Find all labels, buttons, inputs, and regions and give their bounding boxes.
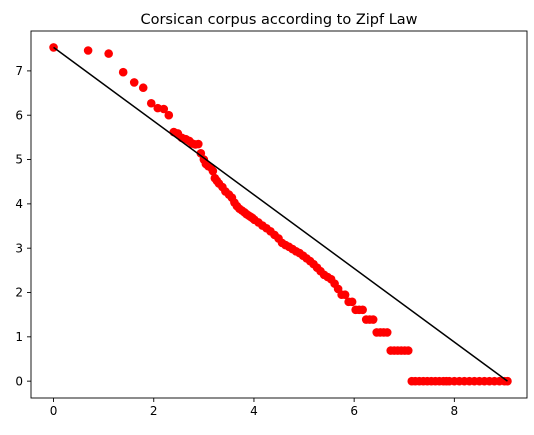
data-point xyxy=(403,346,413,355)
data-point xyxy=(159,104,169,114)
data-point xyxy=(104,49,113,58)
data-point xyxy=(368,315,378,324)
y-tick-label: 1 xyxy=(15,330,23,344)
fit-line-layer xyxy=(53,46,508,382)
x-tick-label: 2 xyxy=(150,404,158,418)
data-point xyxy=(340,290,350,300)
y-tick-label: 7 xyxy=(15,64,23,78)
y-tick-label: 6 xyxy=(15,108,23,122)
x-tick-label: 0 xyxy=(50,404,58,418)
plot-area-frame xyxy=(30,30,528,399)
data-point xyxy=(129,78,139,87)
x-tick-label: 6 xyxy=(350,404,358,418)
data-point xyxy=(138,83,148,93)
y-axis: 0 1 2 3 4 5 6 7 xyxy=(15,64,31,388)
y-tick-label: 2 xyxy=(15,286,23,300)
x-tick-label: 8 xyxy=(451,404,459,418)
data-point xyxy=(164,110,174,120)
data-point xyxy=(347,297,357,307)
y-tick-label: 3 xyxy=(15,241,23,255)
data-point xyxy=(382,328,392,337)
data-point xyxy=(208,166,218,176)
data-point xyxy=(194,139,203,149)
x-axis: 0 2 4 6 8 xyxy=(50,398,458,418)
y-tick-label: 5 xyxy=(15,153,23,167)
data-point xyxy=(83,46,93,55)
x-tick-label: 4 xyxy=(250,404,258,418)
data-point xyxy=(358,305,367,315)
y-tick-label: 4 xyxy=(15,197,23,211)
y-tick-label: 0 xyxy=(15,374,23,388)
chart-title: Corsican corpus according to Zipf Law xyxy=(140,12,417,28)
data-points xyxy=(49,43,512,386)
data-point xyxy=(146,98,156,108)
zipf-fit-line xyxy=(53,46,508,382)
data-point xyxy=(118,67,128,77)
